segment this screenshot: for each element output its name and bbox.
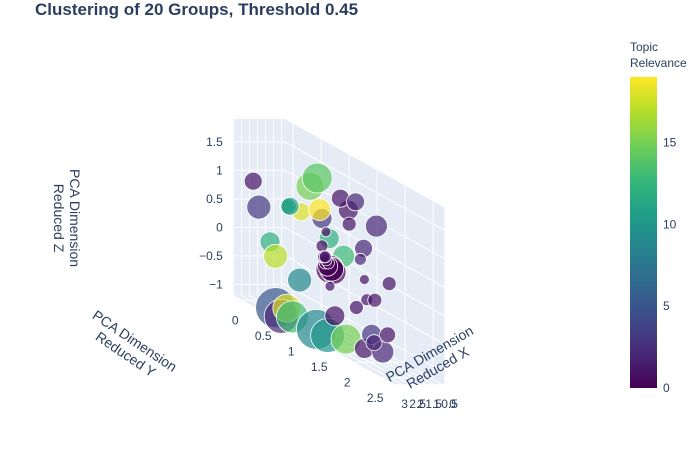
z-tick-label: 1 <box>216 163 223 177</box>
data-point <box>365 334 383 352</box>
data-point <box>243 171 263 191</box>
data-point <box>379 326 397 344</box>
y-tick-label: 0.5 <box>255 329 272 343</box>
y-tick-label: 1 <box>288 344 295 358</box>
data-point <box>346 192 366 212</box>
data-point <box>263 243 289 269</box>
colorbar-gradient <box>630 77 657 388</box>
colorbar-title: Topic Relevance <box>630 40 687 70</box>
data-point <box>280 196 300 216</box>
data-point <box>324 305 346 327</box>
colorbar-tick-label: 5 <box>663 299 670 313</box>
data-point <box>358 274 370 285</box>
z-tick-label: −1 <box>209 277 223 291</box>
colorbar-tick-label: 15 <box>663 135 677 149</box>
data-point <box>348 300 364 315</box>
data-point <box>308 198 332 222</box>
z-tick-label: 0 <box>216 220 223 234</box>
data-point <box>364 214 388 238</box>
x-tick-label: 2.5 <box>409 397 426 411</box>
data-point <box>315 239 329 253</box>
z-tick-label: −0.5 <box>199 249 223 263</box>
y-tick-label: 0 <box>232 313 239 327</box>
z-axis-title: PCA DimensionReduced Z <box>51 169 83 267</box>
data-point <box>318 250 332 264</box>
data-point <box>353 252 367 266</box>
x-tick-label: 2 <box>417 397 424 411</box>
data-point <box>341 216 357 232</box>
x-tick-label: 1 <box>433 397 440 411</box>
y-axis-title: PCA DimensionReduced Y <box>81 307 180 388</box>
x-tick-label: 0 <box>449 397 456 411</box>
z-tick-label: 1.5 <box>206 135 223 149</box>
z-tick-label: 0.5 <box>206 192 223 206</box>
grid-line <box>284 141 445 231</box>
data-point <box>246 194 272 220</box>
y-tick-label: 1.5 <box>311 360 328 374</box>
data-point <box>301 162 333 194</box>
x-tick-label: 3 <box>401 397 408 411</box>
data-point <box>287 267 313 293</box>
colorbar-tick-label: 10 <box>663 217 677 231</box>
colorbar: Topic Relevance 15 10 5 0 <box>630 40 687 395</box>
data-point <box>381 276 397 292</box>
y-tick-label: 2 <box>344 375 351 389</box>
x-tick-label: 0.5 <box>441 397 458 411</box>
x-tick-label: 1.5 <box>425 397 442 411</box>
data-point <box>320 226 332 238</box>
data-point <box>367 292 383 308</box>
y-tick-label: 2.5 <box>367 391 384 405</box>
scene-3d[interactable]: 1.510.50−0.5−100.511.522.5 00.511.522.53P… <box>51 119 484 411</box>
colorbar-tick-label: 0 <box>663 381 670 395</box>
grid-line <box>284 226 445 317</box>
data-point <box>324 280 336 292</box>
chart-title: Clustering of 20 Groups, Threshold 0.45 <box>35 0 358 19</box>
